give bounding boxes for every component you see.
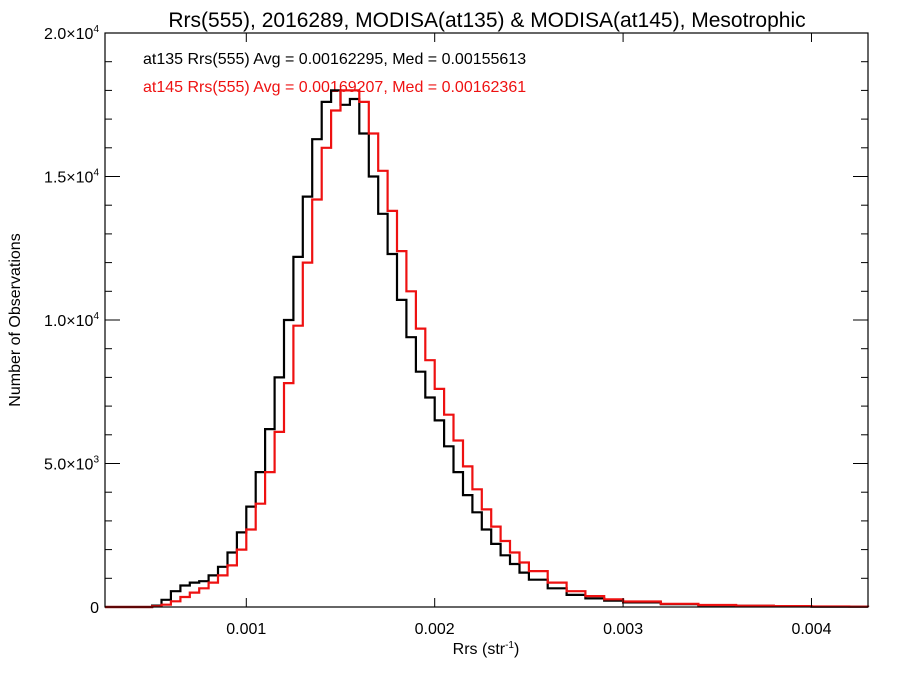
x-tick-label-1: 0.002 bbox=[415, 621, 455, 638]
x-axis-label-main: Rrs (str bbox=[453, 641, 506, 658]
series-line-0 bbox=[105, 89, 870, 609]
x-tick-label-0: 0.001 bbox=[226, 621, 266, 638]
y-tick-exponent-1: 3 bbox=[93, 455, 99, 466]
x-tick-label-2: 0.003 bbox=[603, 621, 643, 638]
y-tick-mantissa-4: 2.0×10 bbox=[44, 26, 93, 43]
chart-title: Rrs(555), 2016289, MODISA(at135) & MODIS… bbox=[168, 9, 805, 32]
plot-frame bbox=[104, 32, 869, 608]
y-tick-mantissa-1: 5.0×10 bbox=[44, 457, 93, 474]
y-tick-label-4: 2.0×104 bbox=[44, 24, 99, 43]
annotation-at135: at135 Rrs(555) Avg = 0.00162295, Med = 0… bbox=[143, 51, 526, 68]
y-tick-label-3: 1.5×104 bbox=[44, 168, 99, 187]
x-axis-label: Rrs (str-1) bbox=[453, 640, 520, 658]
y-tick-label-0: 0 bbox=[90, 600, 99, 617]
ticks-layer: 0.001 0.002 0.003 0.00405.0×1031.0×1041.5×1… bbox=[44, 24, 868, 638]
y-tick-mantissa-0: 0 bbox=[90, 600, 99, 617]
y-tick-label-1: 5.0×103 bbox=[44, 455, 99, 474]
y-tick-mantissa-2: 1.0×10 bbox=[44, 313, 93, 330]
series-layer bbox=[105, 89, 870, 609]
x-axis-label-end: ) bbox=[514, 641, 519, 658]
y-tick-mantissa-3: 1.5×10 bbox=[44, 170, 93, 187]
annotation-at145: at145 Rrs(555) Avg = 0.00169207, Med = 0… bbox=[143, 79, 526, 96]
y-tick-exponent-3: 4 bbox=[93, 168, 99, 179]
y-tick-label-2: 1.0×104 bbox=[44, 311, 99, 330]
x-axis-label-sup: -1 bbox=[505, 640, 514, 651]
x-tick-label-3: 0.004 bbox=[791, 621, 831, 638]
y-tick-exponent-2: 4 bbox=[93, 311, 99, 322]
y-axis-label: Number of Observations bbox=[7, 233, 24, 406]
series-line-1 bbox=[105, 89, 870, 609]
y-tick-exponent-4: 4 bbox=[93, 24, 99, 35]
